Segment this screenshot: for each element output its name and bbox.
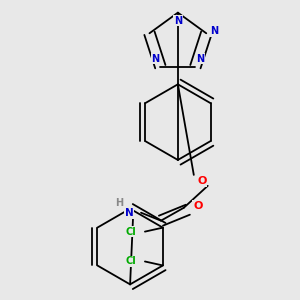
Text: Cl: Cl [126,256,136,266]
Text: O: O [193,201,203,211]
Text: N: N [151,54,159,64]
Text: O: O [197,176,206,186]
Text: Cl: Cl [126,226,136,237]
Text: H: H [115,198,123,208]
Text: N: N [210,26,218,36]
Text: N: N [196,54,205,64]
Text: N: N [125,208,134,218]
Text: N: N [174,16,182,26]
